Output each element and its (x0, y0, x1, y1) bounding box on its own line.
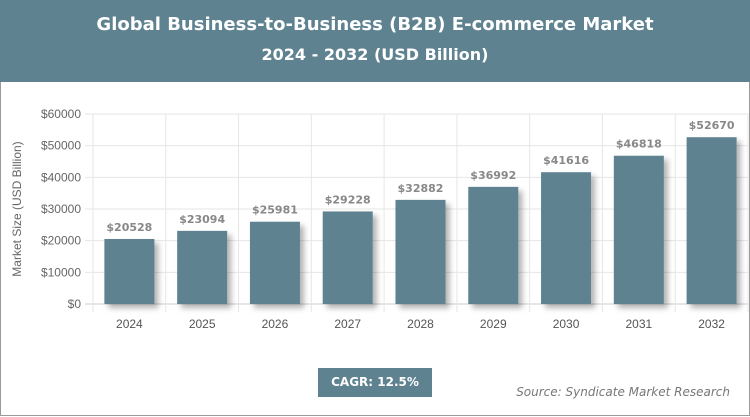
y-tick-label: $50000 (41, 139, 81, 153)
x-tick-label: 2029 (480, 317, 507, 331)
x-tick-label: 2030 (553, 317, 580, 331)
source-note: Source: Syndicate Market Research (516, 385, 730, 399)
data-label: $20528 (106, 221, 152, 234)
bar-2025 (177, 230, 228, 304)
x-tick-label: 2028 (407, 317, 434, 331)
data-label: $25981 (252, 204, 298, 217)
bar-2028 (395, 199, 446, 304)
data-label: $32882 (398, 182, 444, 195)
y-tick-label: $30000 (41, 202, 81, 216)
bar-2032 (686, 137, 737, 304)
x-tick-label: 2031 (625, 317, 652, 331)
y-tick-label: $0 (68, 297, 82, 311)
x-tick-label: 2024 (116, 317, 143, 331)
x-tick-label: 2032 (698, 317, 725, 331)
bar-2030 (541, 172, 592, 304)
data-label: $29228 (325, 193, 371, 206)
bar-2026 (249, 221, 300, 304)
data-label: $46818 (616, 138, 662, 151)
bar-2024 (104, 238, 155, 304)
chart-subtitle: 2024 - 2032 (USD Billion) (261, 45, 489, 64)
chart-title: Global Business-to-Business (B2B) E-comm… (96, 14, 654, 35)
bar-2027 (322, 211, 373, 304)
bar-2029 (468, 186, 519, 304)
cagr-badge: CAGR: 12.5% (318, 368, 432, 397)
data-label: $52670 (689, 119, 735, 132)
y-tick-label: $60000 (41, 107, 81, 121)
y-tick-label: $40000 (41, 170, 81, 184)
data-label: $36992 (470, 169, 516, 182)
data-label: $23094 (179, 213, 225, 226)
x-tick-label: 2027 (334, 317, 361, 331)
y-axis-label: Market Size (USD Billion) (10, 141, 24, 276)
data-label: $41616 (543, 154, 589, 167)
y-tick-label: $20000 (41, 234, 81, 248)
chart-header: Global Business-to-Business (B2B) E-comm… (0, 0, 750, 82)
bar-2031 (613, 155, 664, 304)
x-tick-label: 2025 (189, 317, 216, 331)
x-tick-label: 2026 (262, 317, 289, 331)
y-tick-label: $10000 (41, 265, 81, 279)
